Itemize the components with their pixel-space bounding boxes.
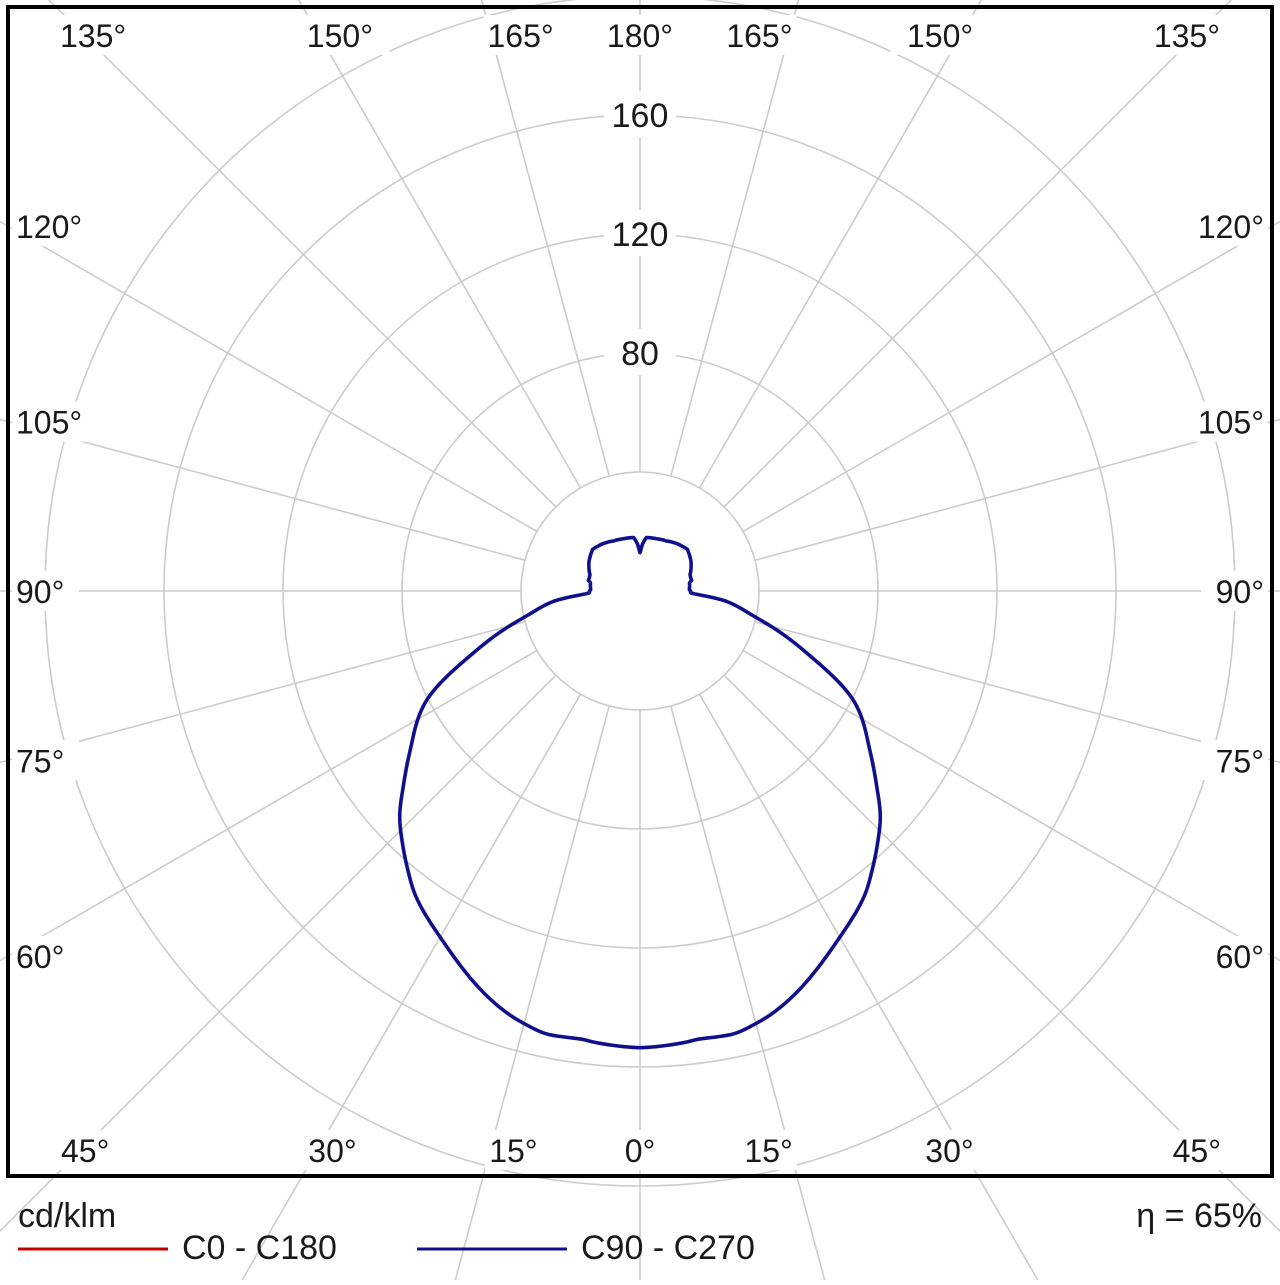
svg-text:15°: 15° [489,1133,537,1169]
svg-text:60°: 60° [16,939,64,975]
svg-text:165°: 165° [726,18,792,54]
svg-text:135°: 135° [1154,18,1220,54]
svg-text:120°: 120° [16,209,82,245]
svg-text:165°: 165° [488,18,554,54]
svg-text:45°: 45° [1173,1133,1221,1169]
svg-text:0°: 0° [625,1133,656,1169]
svg-text:135°: 135° [60,18,126,54]
svg-text:105°: 105° [1198,405,1264,441]
svg-text:80: 80 [621,335,659,373]
svg-text:120°: 120° [1198,209,1264,245]
svg-text:45°: 45° [61,1133,109,1169]
svg-text:75°: 75° [1216,743,1264,779]
svg-text:90°: 90° [16,574,64,610]
svg-text:90°: 90° [1216,574,1264,610]
svg-text:160: 160 [612,97,669,135]
svg-text:180°: 180° [607,18,673,54]
svg-text:105°: 105° [16,405,82,441]
svg-text:cd/klm: cd/klm [18,1197,116,1235]
svg-text:C90 - C270: C90 - C270 [581,1229,755,1267]
svg-text:15°: 15° [744,1133,792,1169]
svg-text:150°: 150° [307,18,373,54]
svg-text:75°: 75° [16,743,64,779]
svg-text:150°: 150° [907,18,973,54]
svg-text:30°: 30° [308,1133,356,1169]
svg-text:30°: 30° [925,1133,973,1169]
svg-text:60°: 60° [1216,939,1264,975]
svg-text:120: 120 [612,216,669,254]
svg-text:C0 - C180: C0 - C180 [182,1229,337,1267]
svg-text:η = 65%: η = 65% [1136,1197,1262,1235]
